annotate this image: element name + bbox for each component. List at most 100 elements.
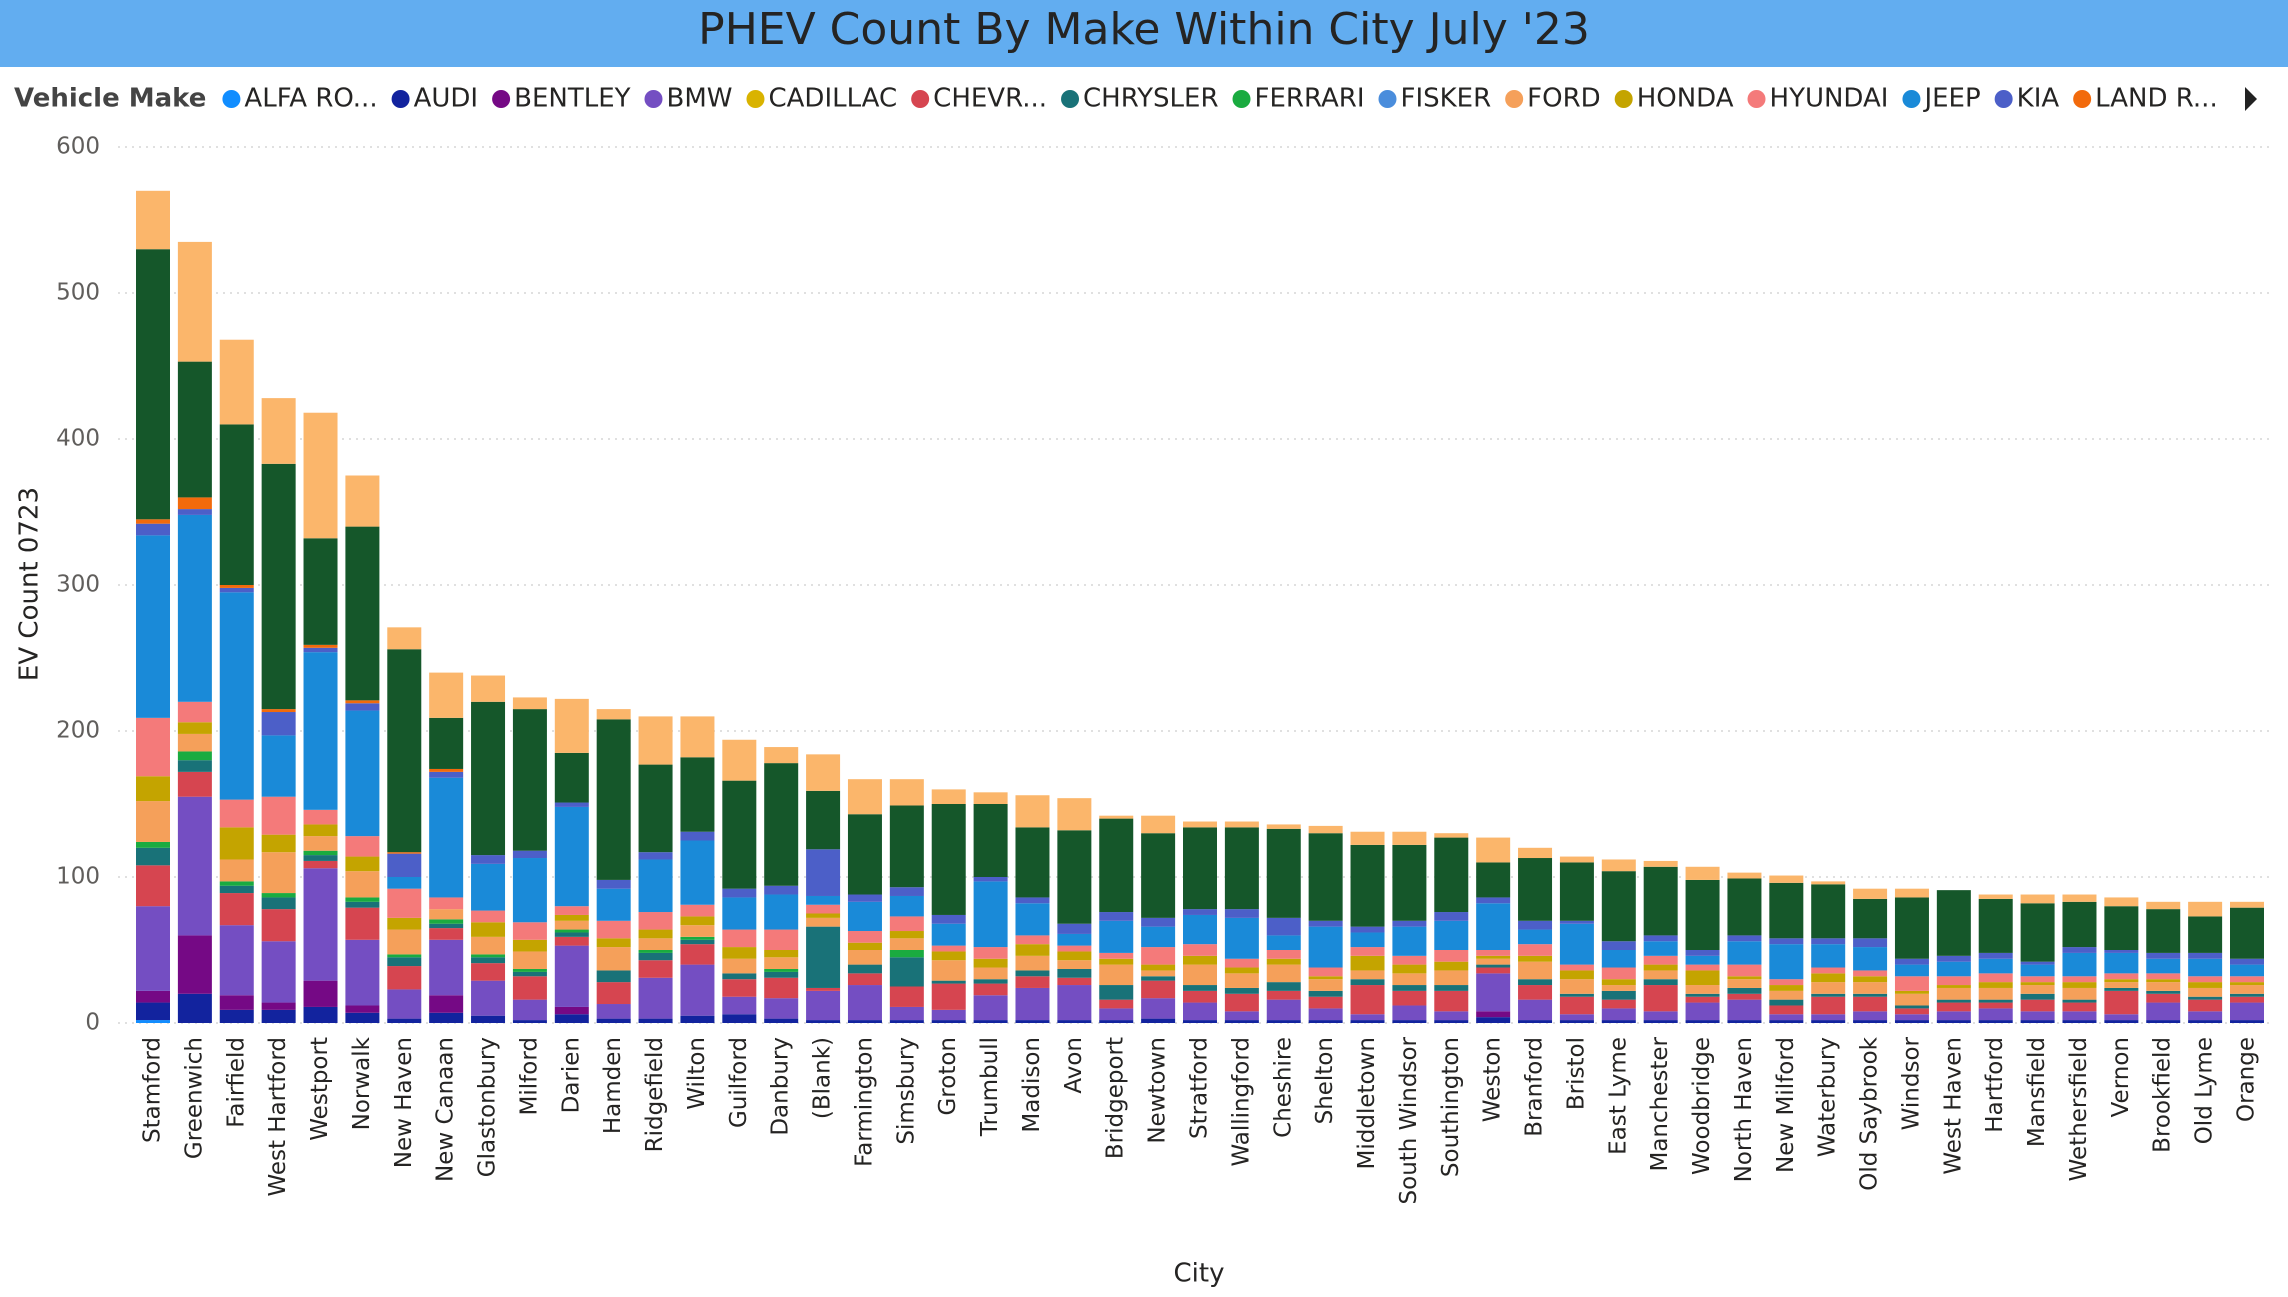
x-tick-label: Manchester: [1647, 1036, 1673, 1171]
legend-marker: [1747, 90, 1766, 108]
bar-segment: [1392, 955, 1427, 965]
bar-segment: [1434, 912, 1469, 921]
bar-segment: [2230, 1020, 2264, 1023]
bar-segment: [1643, 941, 1678, 956]
x-tick-label: Stamford: [140, 1037, 166, 1143]
x-tick-label: Waterbury: [1815, 1037, 1841, 1157]
bar-segment: [2020, 999, 2055, 1012]
bar-segment: [429, 909, 464, 920]
x-tick-label: New Canaan: [433, 1037, 459, 1182]
x-tick-label: Westport: [307, 1037, 333, 1141]
bar-segment: [847, 942, 882, 950]
bar-segment: [554, 1014, 589, 1023]
bar-segment: [554, 920, 589, 930]
x-tick-label: Fairfield: [223, 1037, 249, 1128]
x-tick-label: Ridgefield: [642, 1037, 668, 1152]
bar-segment: [1141, 964, 1176, 971]
bar-segment: [1685, 970, 1720, 986]
bar-segment: [303, 644, 338, 648]
bar-segment: [177, 771, 212, 797]
bar-segment: [1518, 955, 1553, 962]
bar-segment: [847, 1020, 882, 1023]
bar-segment: [847, 964, 882, 974]
bar-segment: [596, 920, 631, 939]
bar-segment: [1476, 950, 1511, 956]
x-tick-label: Wilton: [684, 1037, 710, 1110]
bar-segment: [2020, 976, 2055, 983]
bar-segment: [2062, 1011, 2097, 1021]
x-tick-label: Orange: [2234, 1037, 2260, 1122]
bar-segment: [261, 735, 296, 797]
bar-segment: [387, 917, 422, 930]
bar-segment: [177, 751, 212, 761]
bar-segment: [1978, 1002, 2013, 1009]
bar-segment: [1978, 999, 2013, 1003]
bar-segment: [2104, 982, 2139, 988]
bar-segment: [429, 897, 464, 910]
x-tick-label: Danbury: [768, 1037, 794, 1136]
bar-segment: [1685, 993, 1720, 997]
bar-segment: [1559, 970, 1594, 980]
bar-segment: [1141, 998, 1176, 1019]
legend-marker: [1994, 90, 2013, 108]
bar-segment: [1266, 824, 1301, 829]
bar-segment: [261, 852, 296, 894]
bar-segment: [177, 935, 212, 994]
bar-segment: [889, 916, 924, 932]
bar-segment: [1434, 920, 1469, 950]
bar-segment: [219, 925, 254, 996]
bar-segment: [1015, 903, 1050, 936]
bar-segment: [136, 847, 170, 866]
bar-segment: [471, 675, 506, 702]
bar-segment: [806, 904, 841, 914]
bar-segment: [1308, 990, 1343, 997]
bar-segment: [1224, 958, 1259, 968]
legend-label: HYUNDAI: [1770, 84, 1889, 114]
bar-segment: [303, 850, 338, 856]
bar-segment: [1350, 970, 1385, 980]
legend-marker: [1614, 90, 1633, 108]
legend-next-arrow[interactable]: [2245, 87, 2257, 111]
bar-segment: [2146, 973, 2181, 980]
bar-segment: [261, 834, 296, 853]
bar-segment: [2104, 987, 2139, 991]
bar-segment: [973, 1020, 1008, 1023]
bar-segment: [1057, 798, 1092, 831]
bar-segment: [1266, 958, 1301, 965]
x-tick-label: Simsbury: [893, 1037, 919, 1145]
bar-segment: [1476, 967, 1511, 974]
bar-segment: [1099, 920, 1134, 953]
bar-segment: [889, 779, 924, 806]
bar-segment: [1853, 996, 1888, 1012]
bar-segment: [1643, 860, 1678, 867]
bar-segment: [638, 929, 673, 939]
bar-segment: [596, 1018, 631, 1023]
bar-segment: [1057, 923, 1092, 934]
bar-segment: [1601, 967, 1636, 980]
bar-segment: [219, 827, 254, 860]
bar-segment: [931, 1009, 966, 1021]
bar-segment: [1518, 858, 1553, 921]
y-tick-label: 500: [56, 280, 100, 306]
bar-segment: [1894, 958, 1929, 965]
bar-segment: [1224, 821, 1259, 828]
bar-segment: [387, 957, 422, 967]
bar-segment: [1727, 987, 1762, 994]
bar-segment: [2062, 894, 2097, 902]
bar-segment: [1392, 926, 1427, 956]
bar-segment: [1266, 999, 1301, 1021]
bar-segment: [1350, 979, 1385, 986]
bar-segment: [1476, 903, 1511, 950]
bar-segment: [1685, 950, 1720, 956]
bar-segment: [136, 841, 170, 848]
bar-segment: [429, 717, 464, 769]
bar-segment: [512, 858, 547, 923]
x-tick-label: Greenwich: [181, 1037, 207, 1159]
bar-segment: [177, 701, 212, 723]
x-tick-label: Wallingford: [1228, 1037, 1254, 1167]
bar-segment: [1476, 837, 1511, 863]
bar-segment: [847, 985, 882, 1021]
bar-segment: [1727, 999, 1762, 1021]
bar-segment: [1559, 862, 1594, 921]
bar-segment: [1266, 982, 1301, 991]
